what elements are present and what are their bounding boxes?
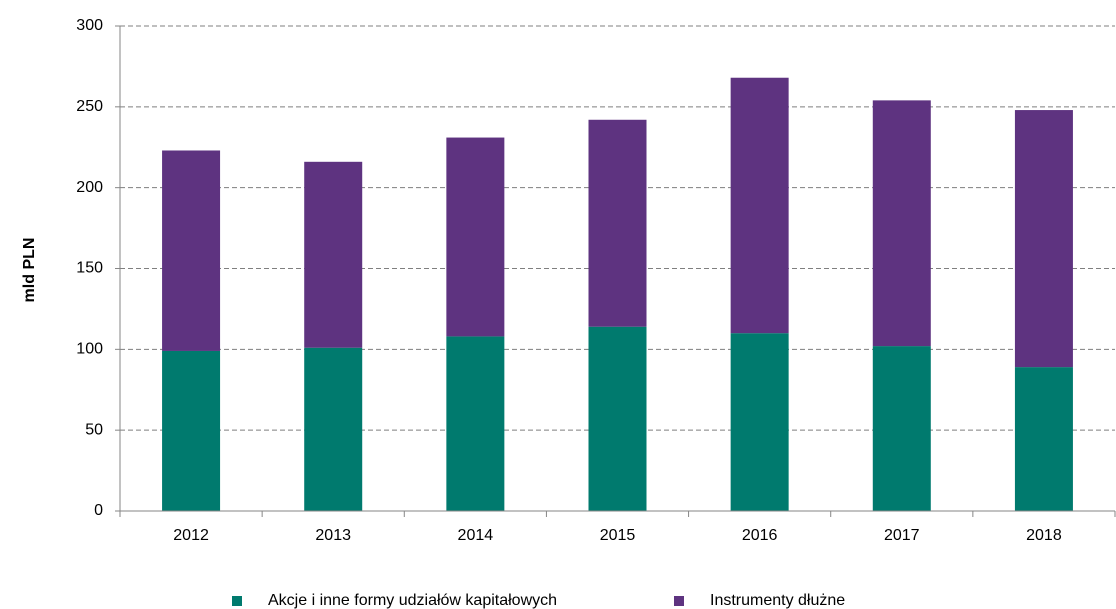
bar-segment (162, 150, 221, 351)
bar-segment (872, 100, 931, 347)
y-tick-label: 250 (76, 98, 103, 115)
y-tick-label: 300 (76, 17, 103, 34)
bar-segment (304, 347, 363, 511)
bar-segment (446, 137, 505, 337)
legend-label: Akcje i inne formy udziałów kapitałowych (268, 592, 557, 609)
y-tick-label: 200 (76, 179, 103, 196)
bar-segment (588, 326, 647, 511)
bar-segment (1014, 367, 1073, 511)
x-tick-label: 2017 (884, 527, 920, 544)
bar-segment (446, 336, 505, 511)
y-tick-label: 0 (94, 502, 103, 519)
x-tick-label: 2018 (1026, 527, 1062, 544)
x-tick-label: 2016 (742, 527, 778, 544)
y-tick-label: 100 (76, 341, 103, 358)
legend-swatch (674, 596, 684, 606)
bar-segment (304, 161, 363, 348)
bar-segment (162, 350, 221, 511)
bar-segment (1014, 110, 1073, 368)
x-tick-label: 2012 (173, 527, 209, 544)
y-axis-label: mld PLN (21, 238, 38, 303)
x-tick-label: 2013 (315, 527, 351, 544)
x-tick-label: 2015 (600, 527, 636, 544)
legend-swatch (232, 596, 242, 606)
legend-label: Instrumenty dłużne (710, 592, 845, 609)
bar-segment (730, 333, 789, 511)
y-tick-label: 150 (76, 260, 103, 277)
bar-segment (588, 119, 647, 327)
x-tick-label: 2014 (458, 527, 494, 544)
bar-segment (730, 77, 789, 334)
y-tick-label: 50 (85, 421, 103, 438)
bar-segment (872, 346, 931, 511)
